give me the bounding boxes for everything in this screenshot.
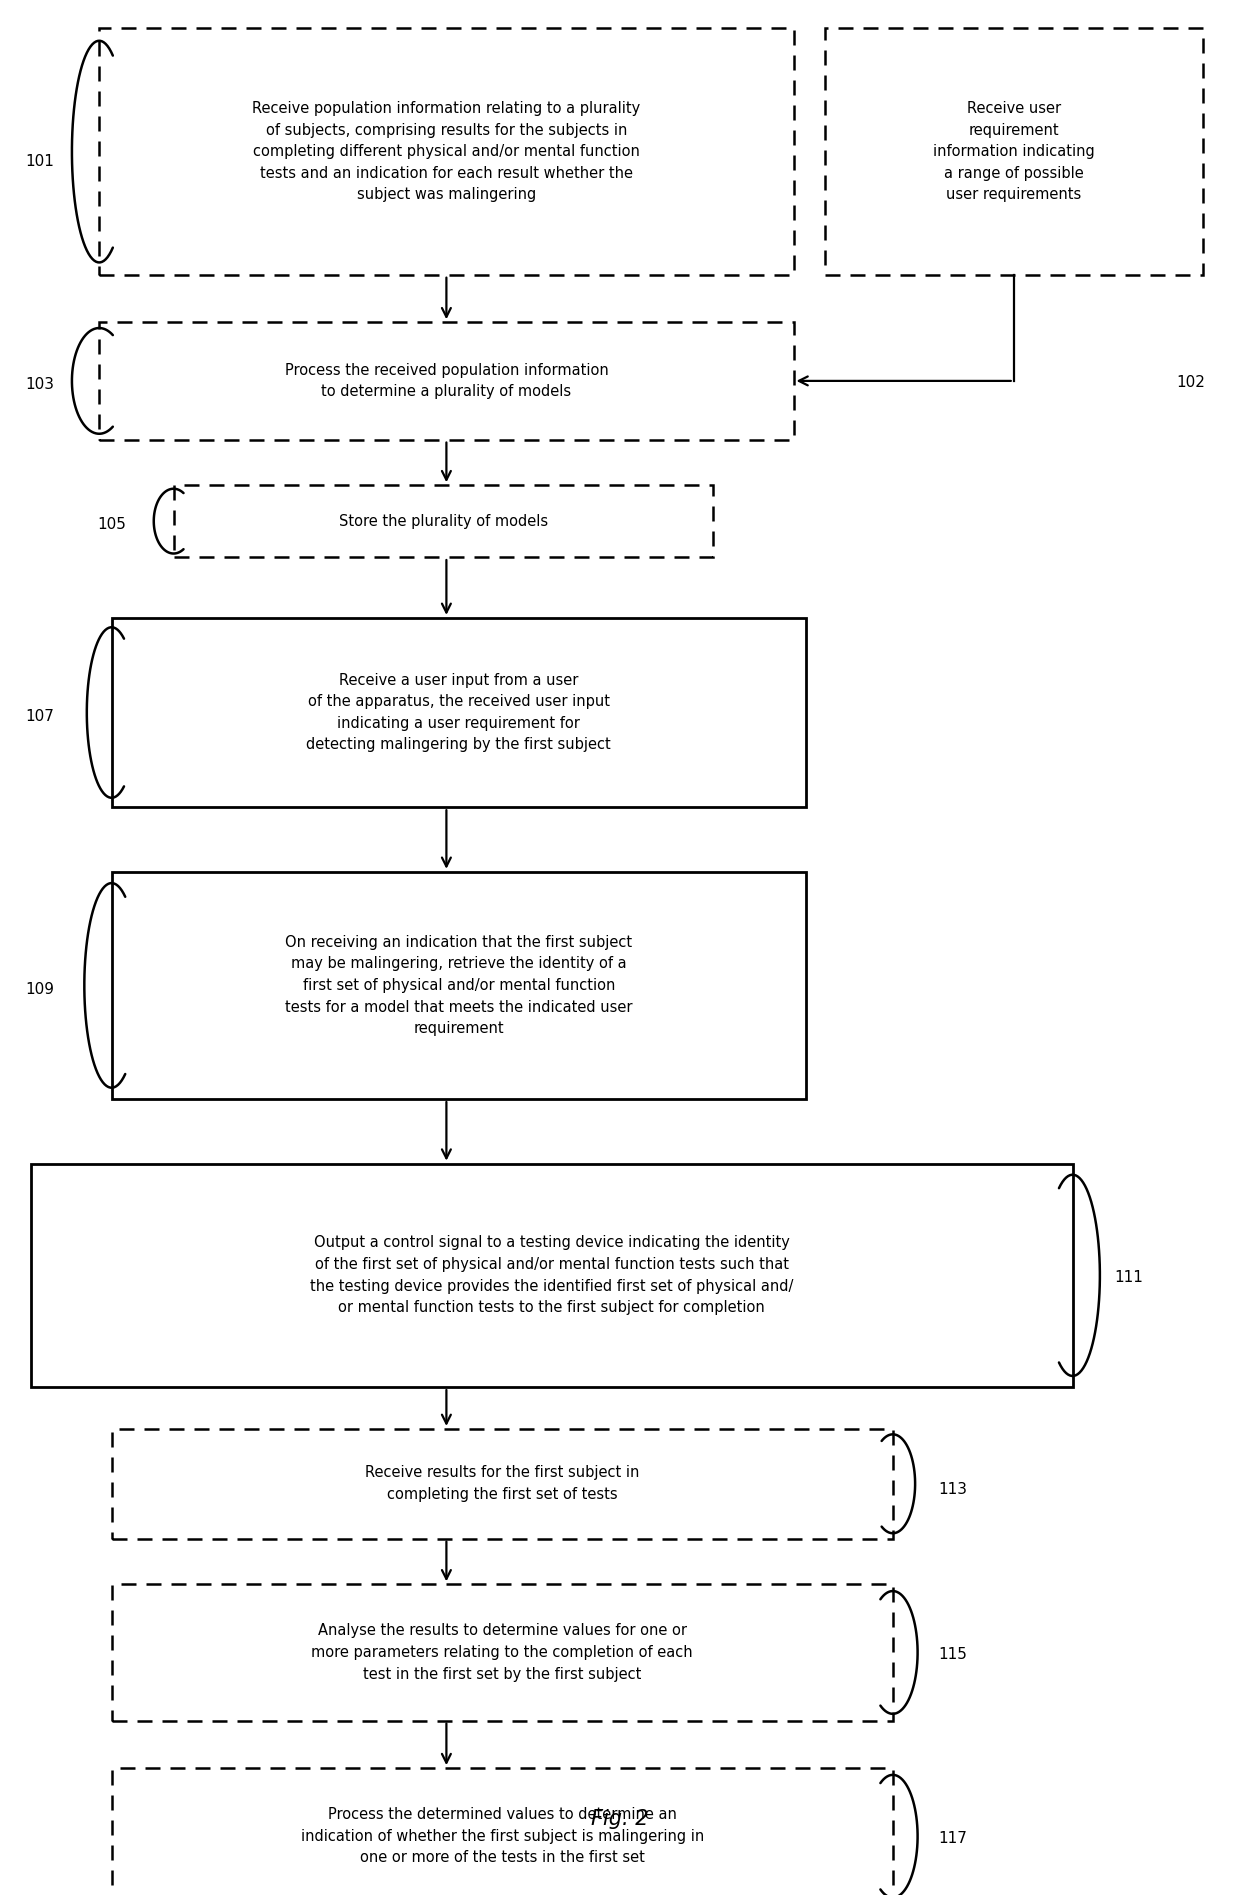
Text: 109: 109 (25, 982, 55, 997)
Text: On receiving an indication that the first subject
may be malingering, retrieve t: On receiving an indication that the firs… (285, 934, 632, 1037)
Text: Receive results for the first subject in
completing the first set of tests: Receive results for the first subject in… (365, 1465, 640, 1503)
FancyBboxPatch shape (112, 1584, 893, 1721)
Text: 103: 103 (25, 377, 55, 392)
Text: 101: 101 (25, 153, 55, 169)
FancyBboxPatch shape (174, 485, 713, 557)
Text: Output a control signal to a testing device indicating the identity
of the first: Output a control signal to a testing dev… (310, 1236, 794, 1315)
Text: Analyse the results to determine values for one or
more parameters relating to t: Analyse the results to determine values … (311, 1624, 693, 1681)
Text: Receive population information relating to a plurality
of subjects, comprising r: Receive population information relating … (252, 100, 641, 203)
FancyBboxPatch shape (99, 322, 794, 440)
Text: 113: 113 (937, 1482, 967, 1497)
Text: Process the received population information
to determine a plurality of models: Process the received population informat… (284, 362, 609, 400)
FancyBboxPatch shape (31, 1164, 1073, 1387)
Text: 115: 115 (937, 1647, 967, 1662)
Text: Receive a user input from a user
of the apparatus, the received user input
indic: Receive a user input from a user of the … (306, 673, 611, 752)
Text: Process the determined values to determine an
indication of whether the first su: Process the determined values to determi… (300, 1808, 704, 1865)
Text: 117: 117 (937, 1831, 967, 1846)
FancyBboxPatch shape (99, 28, 794, 275)
FancyBboxPatch shape (825, 28, 1203, 275)
FancyBboxPatch shape (112, 618, 806, 807)
Text: 111: 111 (1114, 1270, 1143, 1285)
Text: Receive user
requirement
information indicating
a range of possible
user require: Receive user requirement information ind… (932, 100, 1095, 203)
Text: 107: 107 (25, 709, 55, 724)
Text: Store the plurality of models: Store the plurality of models (339, 514, 548, 529)
FancyBboxPatch shape (112, 1768, 893, 1895)
FancyBboxPatch shape (112, 872, 806, 1099)
Text: Fig. 2: Fig. 2 (591, 1810, 649, 1829)
FancyBboxPatch shape (112, 1429, 893, 1539)
Text: 105: 105 (97, 517, 126, 532)
Text: 102: 102 (1176, 375, 1205, 390)
